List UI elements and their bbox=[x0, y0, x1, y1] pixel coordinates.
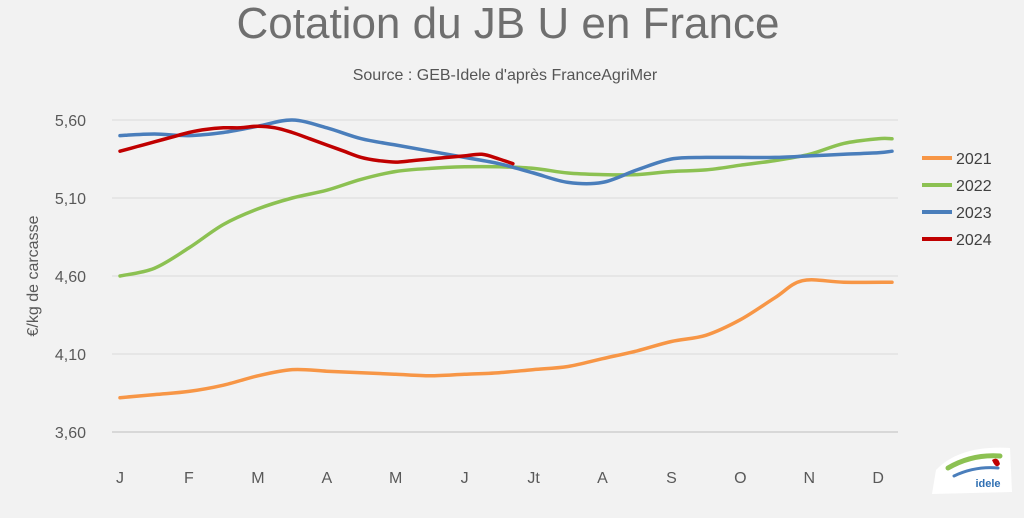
idele-logo-icon: idele bbox=[932, 447, 1012, 494]
y-axis-ticks: 5,60 5,10 4,60 4,10 3,60 bbox=[55, 113, 86, 442]
x-tick-label: F bbox=[184, 470, 194, 487]
y-axis-label: €/kg de carcasse bbox=[25, 215, 42, 336]
chart-subtitle: Source : GEB-Idele d'après FranceAgriMer bbox=[353, 67, 658, 84]
legend-label-2024: 2024 bbox=[956, 232, 992, 249]
x-tick-label: M bbox=[251, 470, 264, 487]
y-tick-label: 4,10 bbox=[55, 347, 86, 364]
y-tick-label: 5,60 bbox=[55, 113, 86, 130]
x-tick-label: N bbox=[804, 470, 816, 487]
x-axis-ticks: J F M A M J Jt A S O N D bbox=[116, 470, 884, 487]
x-tick-label: J bbox=[116, 470, 124, 487]
x-tick-label: S bbox=[666, 470, 677, 487]
logo-text: idele bbox=[975, 478, 1000, 490]
legend: 2021 2022 2023 2024 bbox=[922, 151, 992, 249]
y-tick-label: 3,60 bbox=[55, 425, 86, 442]
legend-label-2021: 2021 bbox=[956, 151, 992, 168]
x-tick-label: O bbox=[734, 470, 746, 487]
series-line-2024 bbox=[118, 124, 515, 166]
x-tick-label: M bbox=[389, 470, 402, 487]
legend-label-2022: 2022 bbox=[956, 178, 992, 195]
chart-title: Cotation du JB U en France bbox=[237, 0, 780, 48]
series-lines bbox=[118, 118, 894, 400]
x-tick-label: A bbox=[321, 470, 332, 487]
y-tick-label: 5,10 bbox=[55, 191, 86, 208]
legend-label-2023: 2023 bbox=[956, 205, 992, 222]
series-line-2021 bbox=[118, 278, 894, 400]
x-tick-label: A bbox=[597, 470, 608, 487]
x-tick-label: J bbox=[461, 470, 469, 487]
x-tick-label: Jt bbox=[527, 470, 540, 487]
grid bbox=[112, 119, 898, 433]
y-tick-label: 4,60 bbox=[55, 269, 86, 286]
x-tick-label: D bbox=[872, 470, 884, 487]
